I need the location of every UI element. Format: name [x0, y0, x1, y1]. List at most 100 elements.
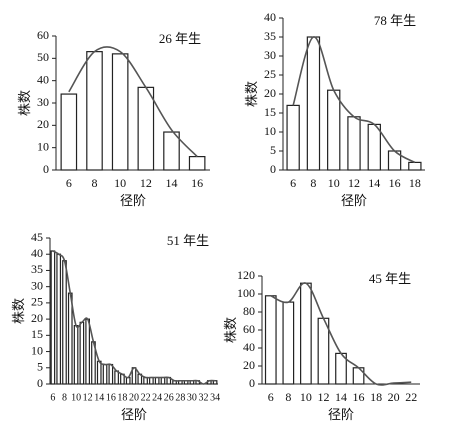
x-tick-label: 12	[317, 390, 329, 404]
trend-line	[292, 36, 416, 164]
bar	[56, 253, 62, 385]
x-tick-label: 10	[71, 392, 81, 403]
x-tick-label: 8	[285, 390, 291, 404]
trend-line	[68, 46, 198, 158]
bar	[154, 376, 160, 385]
bar	[50, 250, 56, 385]
y-tick-label: 25	[31, 295, 43, 309]
trend-line	[270, 282, 412, 386]
bar	[102, 363, 108, 385]
y-tick-label: 10	[37, 139, 49, 153]
bar	[62, 260, 67, 385]
x-tick-label: 14	[368, 176, 380, 190]
x-tick-label: 18	[409, 176, 421, 190]
y-tick-label: 100	[237, 286, 255, 300]
y-tick-label: 120	[237, 268, 255, 282]
y-tick-label: 40	[31, 246, 43, 260]
x-tick-label: 32	[199, 392, 209, 403]
y-tick-label: 5	[37, 360, 43, 374]
bar	[149, 376, 154, 385]
y-tick-label: 35	[31, 262, 43, 276]
y-tick-label: 0	[43, 162, 49, 176]
x-axis-label: 径阶	[121, 407, 147, 422]
x-axis-label: 径阶	[328, 407, 354, 422]
y-tick-label: 40	[243, 340, 255, 354]
y-tick-label: 15	[264, 105, 276, 119]
x-tick-label: 10	[328, 176, 340, 190]
trend-line	[52, 250, 216, 385]
y-tick-label: 0	[37, 376, 43, 390]
y-tick-label: 10	[31, 343, 43, 357]
x-tick-label: 14	[166, 176, 178, 190]
y-tick-label: 30	[37, 95, 49, 109]
x-tick-label: 26	[164, 392, 174, 403]
x-tick-label: 34	[210, 392, 220, 403]
bar	[163, 131, 180, 171]
bar	[79, 321, 85, 385]
y-tick-label: 15	[31, 327, 43, 341]
x-tick-label: 16	[389, 176, 401, 190]
y-tick-label: 30	[264, 48, 276, 62]
x-tick-label: 14	[335, 390, 347, 404]
y-axis-label: 株数	[17, 90, 32, 116]
y-tick-label: 30	[31, 278, 43, 292]
bar	[96, 360, 102, 385]
y-tick-label: 60	[37, 28, 49, 42]
x-tick-label: 12	[83, 392, 93, 403]
bar	[114, 370, 119, 385]
y-tick-label: 5	[270, 143, 276, 157]
bar	[306, 36, 321, 171]
x-tick-label: 16	[191, 176, 203, 190]
x-axis-label: 径阶	[341, 193, 367, 208]
bar	[73, 325, 79, 385]
x-tick-label: 6	[50, 392, 55, 403]
x-tick-label: 10	[114, 176, 126, 190]
bar	[408, 161, 422, 171]
y-axis-label: 株数	[244, 81, 259, 107]
bar	[85, 318, 90, 385]
x-tick-label: 18	[370, 390, 382, 404]
x-tick-label: 16	[353, 390, 365, 404]
y-tick-label: 25	[264, 67, 276, 81]
y-tick-label: 20	[243, 358, 255, 372]
y-tick-label: 40	[264, 10, 276, 24]
chart-title: 26 年生	[159, 31, 201, 46]
bar	[327, 89, 341, 171]
bar	[282, 301, 295, 385]
bar	[137, 86, 155, 171]
bar	[347, 116, 361, 171]
y-axis-label: 株数	[223, 317, 238, 343]
bar	[67, 292, 73, 385]
y-tick-label: 35	[264, 29, 276, 43]
x-tick-label: 14	[94, 392, 104, 403]
x-tick-label: 28	[175, 392, 185, 403]
bar	[367, 123, 381, 171]
bar	[111, 53, 129, 171]
chart-title: 45 年生	[369, 271, 411, 286]
x-tick-label: 16	[106, 392, 116, 403]
y-tick-label: 50	[37, 50, 49, 64]
x-tick-label: 18	[117, 392, 127, 403]
y-axis-label: 株数	[11, 298, 26, 324]
y-tick-label: 60	[243, 322, 255, 336]
bar	[300, 282, 312, 385]
bar	[317, 317, 330, 385]
bar	[108, 363, 114, 385]
x-tick-label: 8	[62, 392, 67, 403]
bar	[188, 156, 206, 171]
y-tick-label: 20	[264, 86, 276, 100]
x-tick-label: 6	[268, 390, 274, 404]
chart-title: 78 年生	[374, 13, 416, 28]
x-tick-label: 22	[141, 392, 151, 403]
bar	[125, 376, 131, 385]
bar	[352, 367, 365, 385]
bar	[286, 104, 300, 171]
x-tick-label: 8	[92, 176, 98, 190]
bar	[160, 376, 166, 385]
